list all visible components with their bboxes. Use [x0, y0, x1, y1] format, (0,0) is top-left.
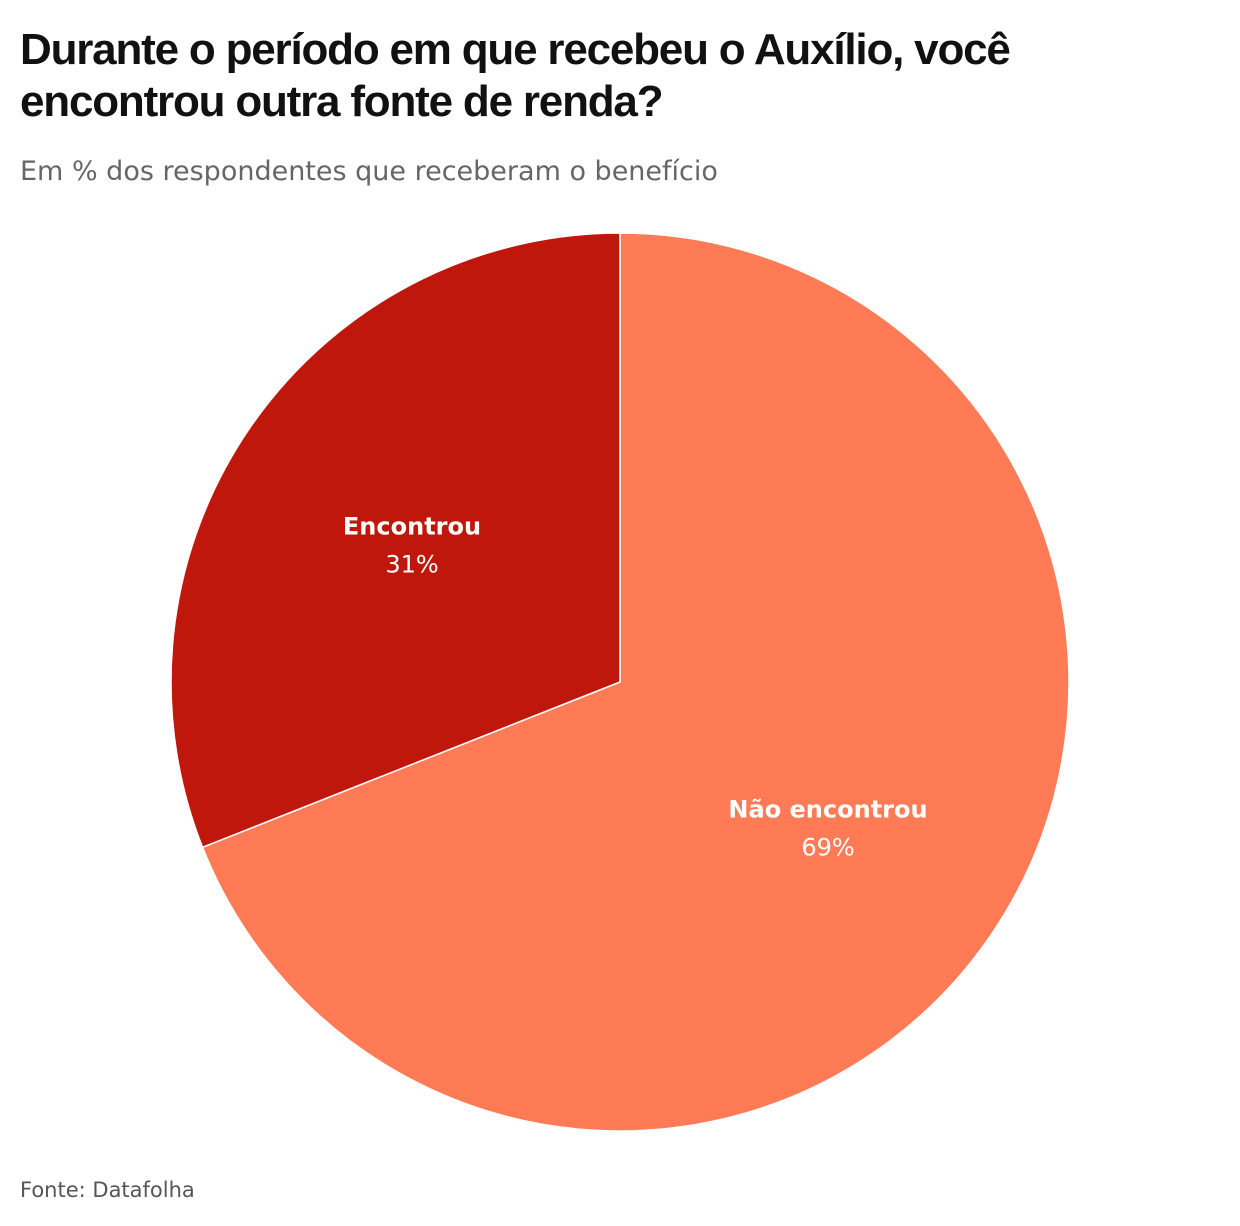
slice-label-nao-encontrou: Não encontrou [728, 795, 927, 823]
pie-slices [170, 232, 1070, 1132]
slice-value-encontrou: 31% [385, 551, 438, 579]
pie-labels: Não encontrou 69% Encontrou 31% [343, 513, 928, 862]
slice-value-nao-encontrou: 69% [801, 833, 854, 861]
slice-label-encontrou: Encontrou [343, 513, 481, 541]
source-note: Fonte: Datafolha [20, 1178, 195, 1202]
chart-title: Durante o período em que recebeu o Auxíl… [20, 25, 1011, 126]
chart-subtitle: Em % dos respondentes que receberam o be… [20, 156, 718, 187]
pie-slice-encontrou [170, 232, 621, 849]
pie-slice-nao-encontrou [201, 232, 1070, 1132]
